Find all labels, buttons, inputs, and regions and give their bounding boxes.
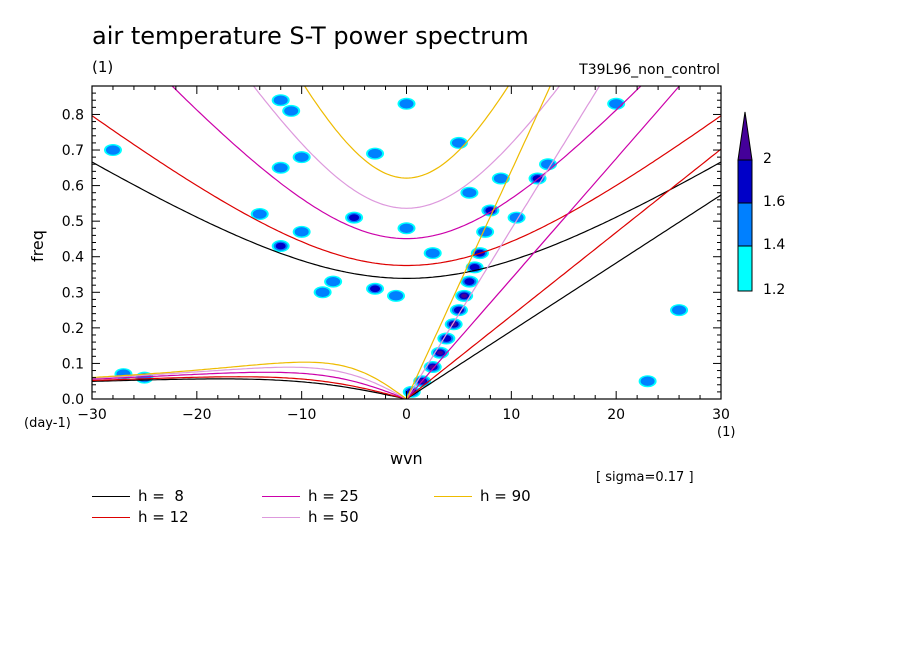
- spectral-blob-4: [441, 335, 452, 342]
- dispersion-curve-h8-2: [92, 378, 407, 399]
- plot-content: [92, 86, 721, 399]
- y-tick-label: 0.2: [62, 321, 84, 337]
- dispersion-curve-h50-0: [405, 86, 601, 399]
- spectral-blob-38: [609, 99, 624, 109]
- dispersion-curve-h90-0: [405, 86, 551, 399]
- spectral-blob-28: [294, 152, 309, 162]
- colorbar-segment-1: [737, 202, 753, 247]
- x-axis-label: wvn: [390, 449, 423, 468]
- colorbar-segment-0: [737, 245, 753, 292]
- spectral-blob-8: [464, 278, 475, 285]
- legend-label-h50: h = 50: [308, 508, 359, 526]
- chart-title: air temperature S-T power spectrum: [92, 22, 529, 50]
- colorbar-label: 1.6: [763, 194, 786, 210]
- spectral-blob-26: [388, 291, 404, 301]
- legend-swatch-h12: [92, 517, 130, 518]
- spectral-blob-40: [640, 376, 655, 386]
- legend-label-h25: h = 25: [308, 487, 359, 505]
- spectral-blob-13: [462, 188, 477, 198]
- x-axis-unit: (1): [717, 425, 736, 440]
- dispersion-curve-h12-0: [406, 148, 721, 399]
- colorbar-extend-arrow: [737, 111, 753, 161]
- legend-label-h12: h = 12: [138, 508, 189, 526]
- x-tick-label: 30: [712, 407, 730, 423]
- chart-subtitle: (1): [92, 58, 114, 76]
- dispersion-curve-h12-2: [92, 376, 407, 399]
- y-tick-label: 0.1: [62, 356, 84, 372]
- colorbar-segment-2: [737, 159, 753, 204]
- colorbar-label: 1.4: [763, 237, 786, 253]
- legend-label-h90: h = 90: [480, 487, 531, 505]
- spectral-blob-6: [453, 306, 464, 314]
- spectral-blob-23: [425, 248, 440, 258]
- x-tick-label: −10: [287, 407, 317, 423]
- y-tick-label: 0.4: [62, 250, 84, 266]
- spectral-blob-29: [273, 163, 288, 173]
- spectral-blob-25: [370, 285, 381, 293]
- legend-swatch-h8: [92, 496, 130, 497]
- legend-label-h8: h = 8: [138, 487, 184, 505]
- spectral-blob-24: [326, 276, 341, 287]
- plot-frame: [91, 85, 722, 400]
- legend-swatch-h50: [262, 517, 300, 518]
- y-tick-label: 0.6: [62, 179, 84, 195]
- spectral-blob-19: [294, 227, 309, 237]
- y-tick-label: 0.5: [62, 214, 84, 230]
- colorbar-label: 1.2: [763, 282, 786, 298]
- y-tick-label: 0.0: [62, 392, 84, 408]
- run-label: T39L96_non_control: [579, 62, 720, 78]
- spectral-blob-18: [275, 242, 286, 250]
- spectral-blob-31: [451, 138, 466, 148]
- dispersion-curve-h25-0: [406, 86, 681, 399]
- spectral-blob-30: [368, 148, 383, 159]
- x-tick-label: 10: [502, 407, 520, 423]
- spectral-blob-36: [284, 106, 299, 116]
- dispersion-curve-h25-1: [171, 86, 642, 240]
- spectral-blob-9: [469, 264, 480, 271]
- spectral-blob-39: [672, 305, 687, 315]
- dispersion-curve-h12-1: [92, 115, 721, 267]
- x-tick-label: −30: [77, 407, 107, 423]
- sigma-note: [ sigma=0.17 ]: [596, 470, 694, 485]
- spectral-blob-7: [461, 293, 468, 298]
- dispersion-curve-h8-1: [92, 161, 721, 279]
- y-tick-label: 0.7: [62, 143, 84, 159]
- spectral-blob-35: [273, 95, 288, 105]
- spectral-blob-32: [105, 145, 120, 155]
- x-tick-label: −20: [182, 407, 212, 423]
- spectral-blob-37: [399, 99, 414, 109]
- y-axis-unit: (day-1): [24, 416, 71, 431]
- dispersion-curve-h50-1: [252, 86, 561, 209]
- spectral-blob-27: [315, 287, 330, 297]
- dispersion-curve-h50-2: [92, 366, 407, 399]
- y-tick-label: 0.8: [62, 107, 84, 123]
- dispersion-curve-h8-0: [406, 194, 721, 399]
- spectral-blob-14: [493, 173, 508, 184]
- spectral-blob-20: [252, 209, 267, 219]
- dispersion-curve-h90-2: [92, 361, 407, 399]
- legend-swatch-h25: [262, 496, 300, 497]
- legend-swatch-h90: [434, 496, 472, 497]
- colorbar-label: 2: [763, 151, 772, 167]
- x-tick-label: 0: [402, 407, 411, 423]
- spectral-blob-21: [349, 214, 360, 221]
- dispersion-curve-h25-2: [92, 371, 407, 399]
- spectral-blob-22: [399, 223, 414, 233]
- y-tick-label: 0.3: [62, 285, 84, 301]
- x-tick-label: 20: [607, 407, 625, 423]
- dispersion-curve-h90-1: [303, 86, 510, 179]
- spectral-blob-3: [436, 350, 444, 355]
- spectral-blob-17: [541, 159, 556, 169]
